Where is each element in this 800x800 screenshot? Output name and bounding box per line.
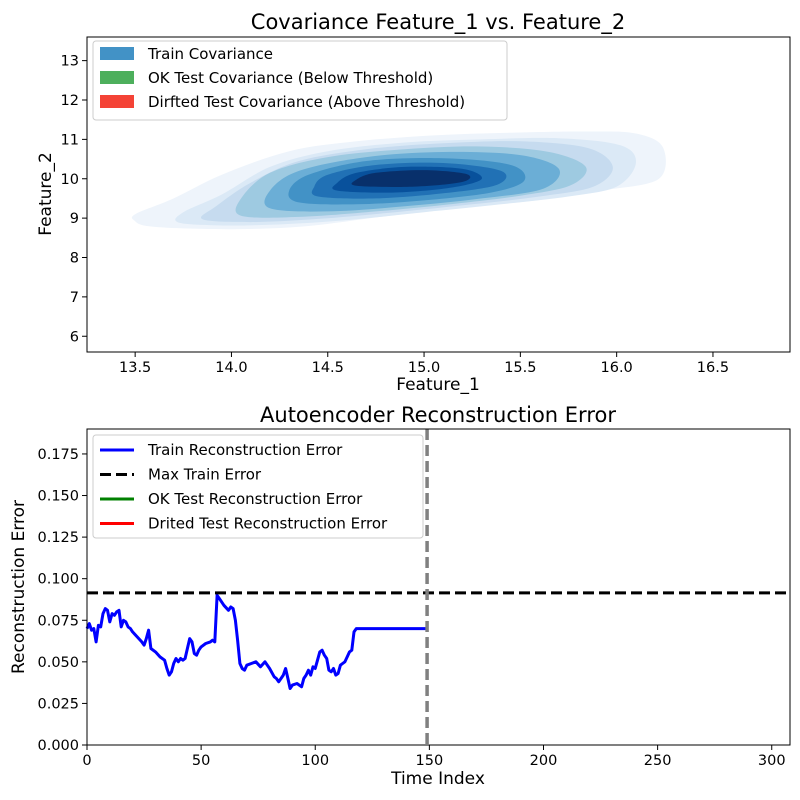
x-tick-label: 150 bbox=[416, 753, 444, 769]
chart2-legend: Train Reconstruction Error Max Train Erro… bbox=[92, 434, 424, 539]
legend-label: OK Test Covariance (Below Threshold) bbox=[148, 69, 433, 87]
y-axis-ticks: 0.000 0.025 0.050 0.075 0.100 0.125 0.150 0.175 bbox=[37, 447, 87, 754]
y-tick-label: 9 bbox=[70, 211, 79, 227]
legend-label: Train Reconstruction Error bbox=[147, 441, 343, 459]
train-error-line bbox=[85, 593, 428, 690]
x-tick-label: 15.0 bbox=[408, 360, 440, 376]
contour-level-9 bbox=[351, 170, 471, 187]
x-tick-label: 16.5 bbox=[697, 360, 729, 376]
legend-label: Drited Test Reconstruction Error bbox=[148, 515, 388, 533]
chart2-xlabel: Time Index bbox=[390, 769, 485, 789]
plot-frame bbox=[86, 36, 791, 353]
chart2-ylabel: Reconstruction Error bbox=[9, 500, 29, 674]
legend-box bbox=[92, 40, 508, 121]
y-tick-label: 6 bbox=[70, 329, 79, 345]
y-tick-label: 0.050 bbox=[37, 655, 79, 671]
y-tick-label: 12 bbox=[61, 93, 79, 109]
y-tick-label: 0.150 bbox=[37, 489, 79, 505]
legend-swatch bbox=[100, 47, 134, 60]
x-tick-label: 100 bbox=[301, 753, 329, 769]
x-tick-label: 13.5 bbox=[119, 360, 151, 376]
chart1-title: Covariance Feature_1 vs. Feature_2 bbox=[251, 10, 625, 35]
x-axis-ticks: 0 50 100 150 200 250 300 bbox=[82, 745, 786, 769]
y-tick-label: 13 bbox=[61, 54, 79, 70]
chart1-legend: Train Covariance OK Test Covariance (Belo… bbox=[92, 40, 508, 121]
y-tick-label: 0.125 bbox=[37, 530, 79, 546]
y-tick-label: 7 bbox=[70, 290, 79, 306]
y-tick-label: 10 bbox=[61, 172, 79, 188]
chart2-title: Autoencoder Reconstruction Error bbox=[260, 403, 616, 427]
legend-swatch bbox=[100, 71, 134, 84]
plot-frame bbox=[86, 428, 791, 746]
x-tick-label: 250 bbox=[644, 753, 672, 769]
x-tick-label: 14.0 bbox=[215, 360, 247, 376]
covariance-chart: Covariance Feature_1 vs. Feature_2 13.5 1… bbox=[36, 10, 791, 395]
y-tick-label: 0.175 bbox=[37, 447, 79, 463]
y-tick-label: 8 bbox=[70, 251, 79, 267]
legend-label: OK Test Reconstruction Error bbox=[148, 490, 363, 508]
legend-label: Dirfted Test Covariance (Above Threshold… bbox=[148, 93, 465, 111]
x-tick-label: 16.0 bbox=[601, 360, 633, 376]
y-tick-label: 11 bbox=[61, 132, 79, 148]
chart1-xlabel: Feature_1 bbox=[396, 375, 480, 395]
x-tick-label: 15.5 bbox=[504, 360, 536, 376]
x-tick-label: 14.5 bbox=[312, 360, 344, 376]
contour-group bbox=[131, 131, 666, 230]
y-tick-label: 0.100 bbox=[37, 572, 79, 588]
legend-swatch bbox=[100, 95, 134, 108]
x-axis-ticks: 13.5 14.0 14.5 15.0 15.5 16.0 16.5 bbox=[119, 352, 729, 376]
x-tick-label: 200 bbox=[530, 753, 558, 769]
y-axis-ticks: 6 7 8 9 10 11 12 13 bbox=[61, 54, 87, 345]
chart1-ylabel: Feature_2 bbox=[36, 152, 56, 236]
line-group bbox=[85, 429, 790, 745]
y-tick-label: 0.000 bbox=[37, 738, 79, 754]
reconstruction-error-chart: Autoencoder Reconstruction Error 0 50 100 1… bbox=[9, 403, 791, 789]
y-tick-label: 0.075 bbox=[37, 613, 79, 629]
y-tick-label: 0.025 bbox=[37, 696, 79, 712]
x-tick-label: 300 bbox=[758, 753, 786, 769]
legend-box bbox=[92, 434, 424, 539]
x-tick-label: 0 bbox=[82, 753, 91, 769]
legend-label: Max Train Error bbox=[148, 466, 262, 484]
x-tick-label: 50 bbox=[192, 753, 210, 769]
legend-label: Train Covariance bbox=[147, 45, 273, 63]
